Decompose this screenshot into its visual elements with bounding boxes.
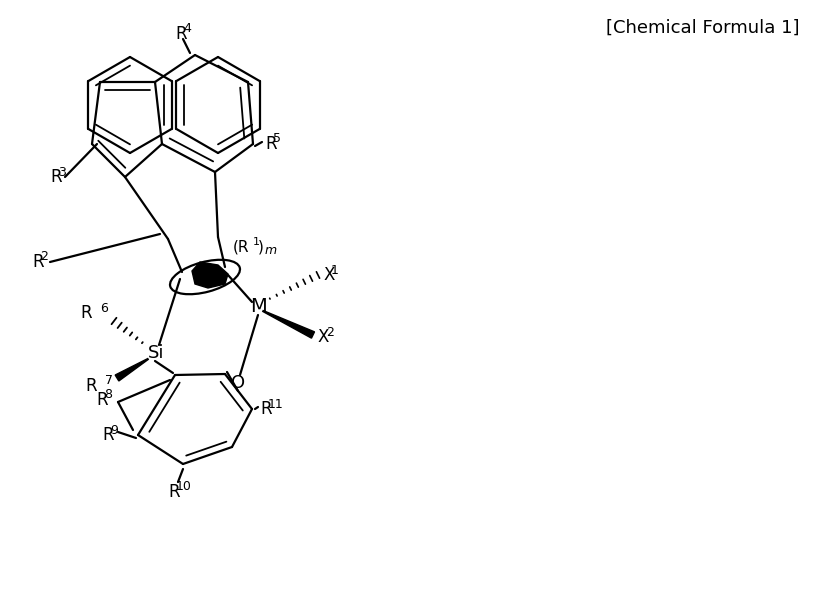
Polygon shape [115, 359, 148, 381]
Text: 1: 1 [331, 263, 339, 276]
Text: X: X [318, 328, 330, 346]
Text: 1: 1 [253, 237, 260, 247]
Text: R: R [96, 391, 107, 409]
Text: (R: (R [233, 239, 249, 254]
Text: R: R [102, 426, 114, 444]
Text: m: m [265, 245, 278, 257]
Text: 4: 4 [183, 23, 191, 35]
Text: M: M [249, 297, 266, 316]
Text: R: R [32, 253, 44, 271]
Text: X: X [323, 266, 335, 284]
Text: R: R [80, 304, 92, 322]
Text: 5: 5 [273, 133, 281, 146]
Text: R: R [265, 135, 277, 153]
Text: 9: 9 [110, 423, 118, 436]
Text: 8: 8 [104, 389, 112, 402]
Text: R: R [50, 168, 62, 186]
Text: R: R [260, 400, 272, 418]
Text: O: O [231, 374, 245, 392]
Text: 6: 6 [100, 301, 108, 315]
Text: 10: 10 [176, 481, 192, 494]
Text: R: R [175, 25, 187, 43]
Text: 11: 11 [268, 398, 284, 411]
Text: ): ) [258, 239, 263, 254]
Polygon shape [192, 262, 228, 288]
Text: [Chemical Formula 1]: [Chemical Formula 1] [606, 19, 800, 37]
Text: R: R [85, 377, 97, 395]
Text: 3: 3 [58, 165, 66, 179]
Text: 2: 2 [40, 251, 48, 263]
Text: 2: 2 [326, 325, 334, 338]
Text: 7: 7 [105, 374, 113, 387]
Polygon shape [263, 310, 315, 338]
Text: Si: Si [148, 344, 164, 362]
Text: R: R [168, 483, 179, 501]
